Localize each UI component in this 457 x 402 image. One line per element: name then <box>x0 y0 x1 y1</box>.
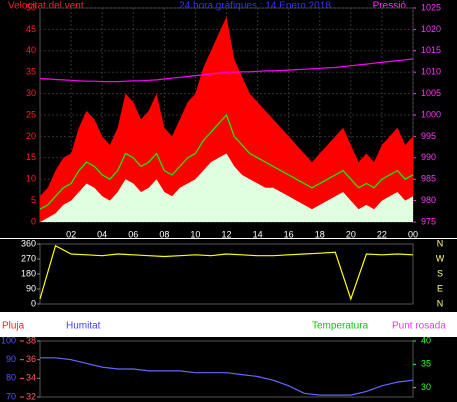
direction-panel-bg <box>0 239 457 312</box>
y2-tick-label: 35 <box>421 359 431 369</box>
y-tick-label: 270 <box>21 253 36 263</box>
y2-tick-label: 995 <box>421 131 436 141</box>
x-tick-label: 08 <box>159 229 169 239</box>
y2-tick-label: 40 <box>421 335 431 345</box>
chart-title: 24 hora gràfiques : 14 Enero 2018 <box>179 1 331 12</box>
y2-tick-label: 990 <box>421 152 436 162</box>
y-tick-label: 30 <box>26 88 36 98</box>
y-tick-label: 90 <box>6 354 16 364</box>
y2-tick-label: 985 <box>421 174 436 184</box>
x-tick-label: 04 <box>97 229 107 239</box>
x-tick-label: 22 <box>377 229 387 239</box>
y2-tick-label: 30 <box>421 382 431 392</box>
compass-label: N <box>437 298 444 308</box>
line <box>40 357 414 396</box>
x-tick-label: 02 <box>66 229 76 239</box>
x-tick-label: 20 <box>346 229 356 239</box>
y3-tick-label: 38 <box>26 335 36 345</box>
y2-tick-label: 1000 <box>421 109 441 119</box>
y-tick-label: 35 <box>26 67 36 77</box>
x-tick-label: 16 <box>284 229 294 239</box>
y-tick-label: 0 <box>31 298 36 308</box>
x-tick-label: 00 <box>408 229 418 239</box>
compass-label: N <box>437 238 444 248</box>
humidity-panel-bg <box>0 337 457 402</box>
y2-tick-label: 1015 <box>421 45 441 55</box>
x-tick-label: 14 <box>253 229 263 239</box>
wind-label: Velocitat del vent <box>8 1 84 12</box>
y2-tick-label: 1005 <box>421 88 441 98</box>
y2-tick-label: 1025 <box>421 2 441 12</box>
x-tick-label: 06 <box>128 229 138 239</box>
compass-label: E <box>437 283 443 293</box>
dew-point-label: Punt rosada <box>392 321 446 332</box>
y-tick-label: 100 <box>1 335 16 345</box>
line <box>39 58 414 83</box>
area <box>40 16 413 222</box>
compass-label: W <box>436 253 445 263</box>
y-tick-label: 180 <box>21 268 36 278</box>
y-tick-label: 360 <box>21 238 36 248</box>
y2-tick-label: 1010 <box>421 67 441 77</box>
y-tick-label: 70 <box>6 391 16 401</box>
y-tick-label: 15 <box>26 152 36 162</box>
humidity-label: Humitat <box>66 321 101 332</box>
y-tick-label: 90 <box>26 283 36 293</box>
y3-tick-label: 34 <box>26 373 36 383</box>
y-tick-label: 0 <box>31 216 36 226</box>
plot-frame <box>39 340 414 398</box>
rain-label: Pluja <box>2 321 25 332</box>
x-tick-label: 12 <box>221 229 231 239</box>
y3-tick-label: 32 <box>26 391 36 401</box>
y-tick-label: 20 <box>26 131 36 141</box>
y3-tick-label: 36 <box>26 354 36 364</box>
temperature-label: Temperatura <box>312 321 369 332</box>
y-tick-label: 10 <box>26 174 36 184</box>
y-tick-label: 80 <box>6 373 16 383</box>
y-tick-label: 40 <box>26 45 36 55</box>
y-tick-label: 5 <box>31 195 36 205</box>
y2-tick-label: 980 <box>421 195 436 205</box>
x-tick-label: 18 <box>315 229 325 239</box>
y-tick-label: 50 <box>26 2 36 12</box>
pressure-label: Pressió <box>373 1 407 12</box>
line <box>39 113 414 210</box>
y2-tick-label: 1020 <box>421 24 441 34</box>
compass-label: S <box>437 268 443 278</box>
y-tick-label: 45 <box>26 24 36 34</box>
y-tick-label: 25 <box>26 109 36 119</box>
area <box>40 153 413 222</box>
y2-tick-label: 975 <box>421 216 436 226</box>
x-tick-label: 10 <box>190 229 200 239</box>
line <box>39 244 414 301</box>
